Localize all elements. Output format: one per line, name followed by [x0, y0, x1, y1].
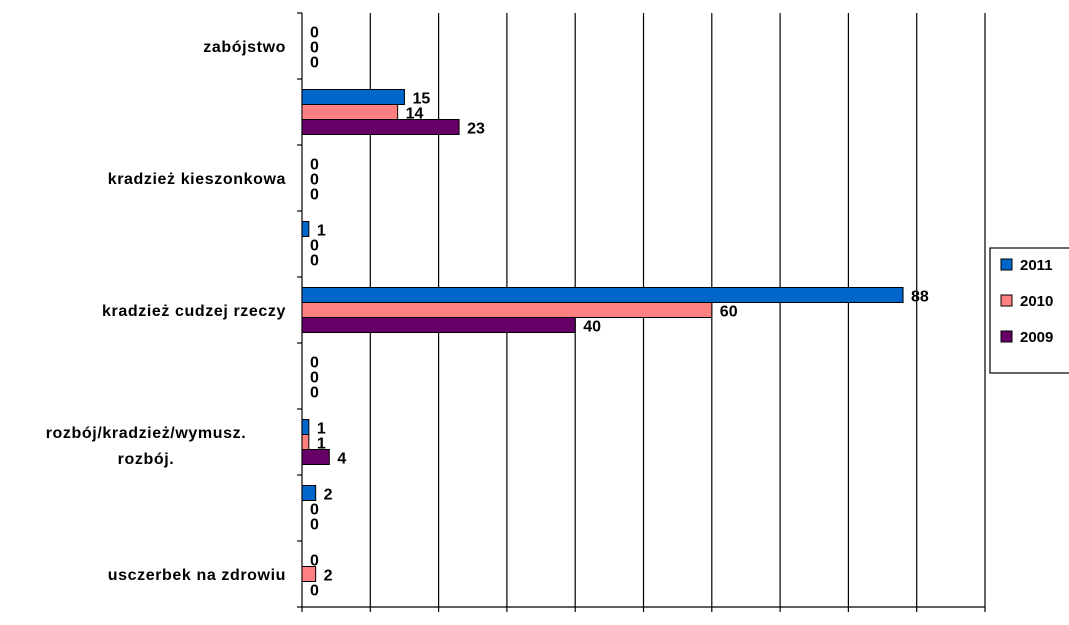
data-label-2010: 0	[310, 40, 319, 57]
data-label-2010: 14	[406, 106, 424, 123]
data-label-2009: 0	[310, 517, 319, 534]
legend-swatch-2011	[1000, 258, 1013, 271]
data-label-2009: 0	[310, 583, 319, 600]
data-label-2010: 0	[310, 502, 319, 519]
bar-2011	[301, 221, 310, 237]
bar-2009	[301, 317, 576, 333]
data-label-2011: 0	[310, 355, 319, 372]
bar-2009	[301, 119, 460, 135]
data-label-2011: 0	[310, 553, 319, 570]
category-label: kradzież cudzej rzeczy	[102, 303, 286, 320]
data-label-2011: 2	[324, 487, 333, 504]
data-label-2009: 0	[310, 187, 319, 204]
bar-2010	[301, 104, 399, 120]
data-label-2009: 23	[467, 121, 485, 138]
data-label-2010: 1	[317, 436, 326, 453]
category-label-line: rozbój.	[118, 451, 175, 468]
category-label: usczerbek na zdrowiu	[108, 567, 286, 584]
data-label-2011: 1	[317, 223, 326, 240]
bar-2009	[301, 449, 330, 465]
bars	[301, 89, 904, 582]
data-label-2010: 0	[310, 238, 319, 255]
data-label-2009: 0	[310, 55, 319, 72]
legend-label-2010: 2010	[1020, 293, 1053, 310]
category-label: kradzież kieszonkowa	[108, 171, 286, 188]
legend-swatch-2009	[1000, 330, 1013, 343]
legend-label-2011: 2011	[1020, 257, 1053, 274]
legend-swatch-2010	[1000, 294, 1013, 307]
data-label-2011: 0	[310, 25, 319, 42]
data-label-2010: 2	[324, 568, 333, 585]
bar-2011	[301, 287, 904, 303]
legend: 2011 2010 2009	[989, 247, 1069, 374]
labels: 0102030405060708090100zabójstwokradzież …	[46, 25, 929, 600]
bar-2010	[301, 302, 713, 318]
category-label-line: rozbój/kradzież/wymusz.	[46, 425, 247, 442]
bar-2011	[301, 485, 317, 501]
data-label-2010: 60	[720, 304, 738, 321]
data-label-2009: 4	[337, 451, 346, 468]
data-label-2010: 0	[310, 172, 319, 189]
data-label-2011: 0	[310, 157, 319, 174]
legend-label-2009: 2009	[1020, 329, 1053, 346]
bar-2011	[301, 419, 310, 435]
bar-2010	[301, 434, 310, 450]
data-label-2011: 15	[412, 91, 430, 108]
category-label: zabójstwo	[203, 39, 286, 56]
data-label-2011: 1	[317, 421, 326, 438]
data-label-2010: 0	[310, 370, 319, 387]
data-label-2011: 88	[911, 289, 929, 306]
bar-2011	[301, 89, 405, 105]
bar-2010	[301, 566, 317, 582]
data-label-2009: 0	[310, 253, 319, 270]
data-label-2009: 40	[583, 319, 601, 336]
data-label-2009: 0	[310, 385, 319, 402]
category-label: rozbój/kradzież/wymusz. rozbój.	[46, 425, 247, 468]
